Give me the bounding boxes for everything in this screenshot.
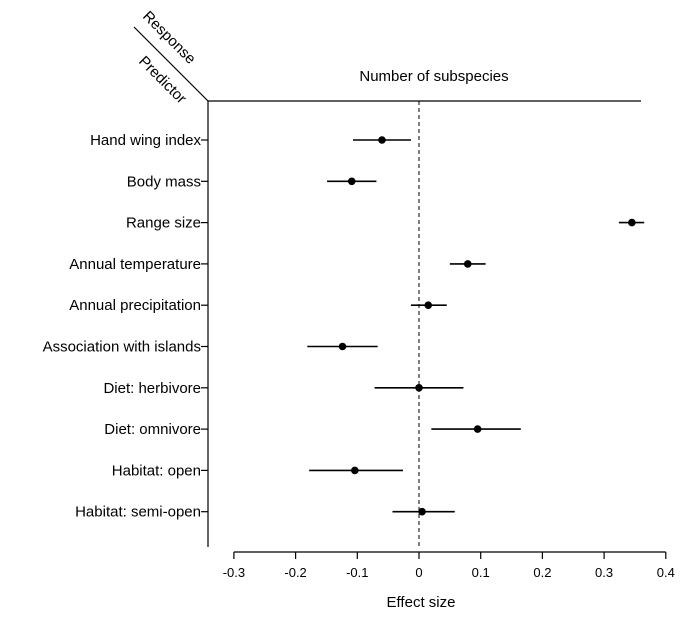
x-tick-label: 0.2: [533, 565, 551, 580]
predictor-label: Habitat: open: [112, 462, 201, 479]
x-tick-label: -0.3: [223, 565, 245, 580]
forest-row: Annual precipitation: [69, 297, 447, 314]
forest-row: Body mass: [127, 173, 377, 190]
predictor-label: Habitat: semi-open: [75, 504, 201, 521]
x-tick-label: -0.1: [346, 565, 368, 580]
effect-point: [338, 342, 347, 351]
effect-point: [415, 384, 423, 392]
x-tick-label: 0.3: [595, 565, 613, 580]
forest-row: Association with islands: [43, 339, 378, 356]
x-tick-label: 0: [415, 565, 422, 580]
predictor-label: Association with islands: [43, 339, 201, 356]
effect-point: [473, 425, 482, 433]
predictor-label: Body mass: [127, 173, 201, 190]
effect-point: [424, 301, 433, 310]
effect-point: [418, 507, 426, 516]
effect-point: [463, 260, 472, 268]
forest-row: Range size: [126, 215, 645, 232]
effect-point: [351, 466, 359, 475]
forest-row: Diet: omnivore: [104, 421, 521, 438]
forest-row: Habitat: semi-open: [75, 504, 455, 521]
predictor-label: Diet: omnivore: [104, 421, 201, 438]
chart-title: Number of subspecies: [359, 68, 508, 85]
predictor-label: Range size: [126, 215, 201, 232]
forest-row: Habitat: open: [112, 462, 403, 479]
forest-row: Diet: herbivore: [103, 380, 464, 397]
effect-point: [347, 177, 356, 186]
predictor-label: Diet: herbivore: [103, 380, 201, 397]
predictor-label: Annual temperature: [69, 256, 201, 273]
forest-row: Hand wing index: [90, 132, 411, 149]
x-axis: -0.3 -0.2 -0.1 0 0.1 0.2 0.3 0.4: [223, 551, 675, 580]
x-axis-label: Effect size: [387, 594, 456, 611]
x-tick-label: 0.4: [657, 565, 675, 580]
effect-point: [378, 136, 386, 144]
predictor-label: Annual precipitation: [69, 297, 201, 314]
predictor-label: Hand wing index: [90, 132, 201, 149]
x-tick-label: -0.2: [284, 565, 306, 580]
x-tick-label: 0.1: [472, 565, 490, 580]
corner-divider-line: [133, 26, 209, 102]
rows: Hand wing index Body mass Range size Annual…: [43, 132, 645, 521]
effect-point: [628, 218, 636, 227]
forest-row: Annual temperature: [69, 256, 486, 273]
